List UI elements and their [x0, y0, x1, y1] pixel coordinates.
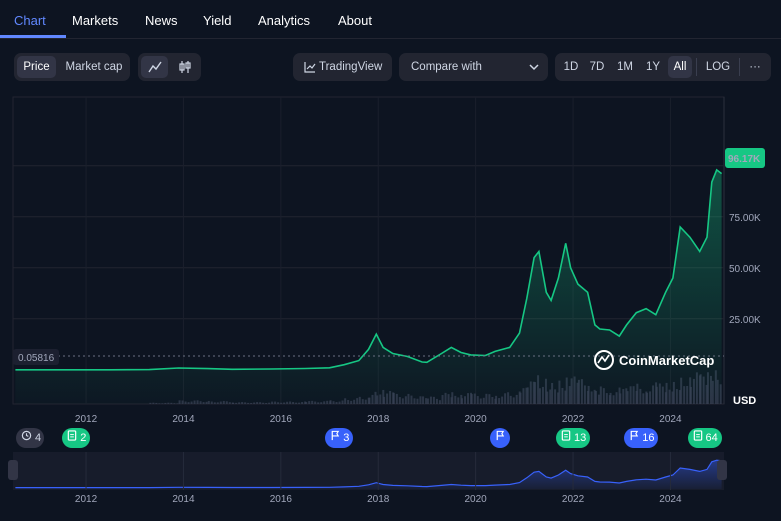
event-badge-count: 64: [705, 432, 718, 444]
candlestick-icon: [178, 61, 191, 73]
navigator-area: [15, 460, 722, 489]
tab-markets[interactable]: Markets: [72, 13, 119, 28]
y-tick-label: 25.00K: [729, 315, 761, 326]
navigator-x-tick-label: 2012: [75, 494, 98, 505]
x-tick-label: 2024: [659, 414, 682, 425]
more-divider: [739, 58, 740, 76]
x-tick-label: 2022: [562, 414, 585, 425]
coinmarketcap-watermark: CoinMarketCap: [594, 350, 714, 370]
candlestick-button[interactable]: [171, 56, 198, 78]
current-price-box: [725, 148, 765, 168]
tradingview-chart-icon: [304, 62, 316, 73]
range-1m-button[interactable]: 1M: [617, 61, 633, 73]
range-divider: [696, 58, 697, 76]
start-price-label: 0.05816: [18, 353, 55, 364]
line-chart-icon: [147, 61, 162, 73]
document-icon: [67, 428, 77, 448]
coinmarketcap-logo-icon: [594, 350, 614, 370]
x-tick-label: 2020: [465, 414, 488, 425]
price-line: [15, 168, 723, 371]
document-icon: [693, 428, 703, 448]
more-options-button[interactable]: ···: [749, 61, 761, 73]
price-area-fill: [15, 169, 722, 404]
compare-with-label: Compare with: [411, 61, 482, 73]
event-badge-count: 16: [642, 432, 655, 444]
history-icon: [21, 428, 32, 448]
event-badge-count: 4: [35, 432, 42, 444]
range-7d-button[interactable]: 7D: [589, 61, 605, 73]
event-badge[interactable]: 2: [62, 428, 91, 448]
tab-bar: Chart Markets News Yield Analytics About: [0, 0, 781, 39]
navigator-left-handle[interactable]: [8, 460, 18, 480]
line-chart-button[interactable]: [141, 56, 168, 78]
log-scale-button[interactable]: LOG: [705, 61, 731, 73]
navigator-x-tick-label: 2022: [562, 494, 585, 505]
flag-icon: [629, 428, 639, 448]
tradingview-button[interactable]: TradingView: [293, 53, 392, 81]
event-badge-count: 2: [80, 432, 87, 444]
document-icon: [561, 428, 571, 448]
tab-about[interactable]: About: [338, 13, 372, 28]
tradingview-label: TradingView: [319, 61, 383, 73]
event-badge[interactable]: 64: [687, 428, 722, 448]
watermark-text: CoinMarketCap: [619, 353, 714, 368]
metric-toggle: Price Market cap: [14, 53, 130, 81]
navigator-x-tick-label: 2016: [270, 494, 293, 505]
navigator-line: [15, 459, 722, 489]
current-price-label: 96.17K: [728, 154, 761, 165]
tab-chart[interactable]: Chart: [14, 13, 46, 28]
event-badge[interactable]: [489, 428, 510, 448]
event-badge[interactable]: 4: [16, 428, 44, 448]
x-tick-label: 2012: [75, 414, 98, 425]
x-axis-ticks: 2012 2014 2016 2018 2020 2022 2024: [75, 414, 682, 425]
navigator-x-tick-label: 2018: [367, 494, 390, 505]
range-1y-button[interactable]: 1Y: [645, 61, 661, 73]
navigator-x-tick-label: 2020: [465, 494, 488, 505]
range-all-button[interactable]: All: [668, 56, 692, 78]
event-badge[interactable]: 16: [624, 428, 659, 448]
market-cap-button[interactable]: Market cap: [65, 61, 123, 73]
event-badge-count: 13: [574, 432, 587, 444]
event-badge[interactable]: 3: [325, 428, 354, 448]
chart-style-toggle: [138, 53, 201, 81]
x-tick-label: 2018: [367, 414, 390, 425]
navigator-x-tick-label: 2014: [172, 494, 195, 505]
range-selector: 1D 7D 1M 1Y All LOG ···: [555, 53, 771, 81]
event-badge[interactable]: 13: [556, 428, 591, 448]
y-tick-label: 50.00K: [729, 264, 761, 275]
navigator-x-tick-label: 2024: [659, 494, 682, 505]
flag-icon: [495, 428, 505, 448]
tab-news[interactable]: News: [145, 13, 178, 28]
event-badge-count: 3: [343, 432, 350, 444]
navigator-x-ticks: 2012 2014 2016 2018 2020 2022 2024: [75, 494, 682, 505]
navigator-right-handle[interactable]: [717, 460, 727, 480]
price-button[interactable]: Price: [17, 56, 56, 78]
tab-yield[interactable]: Yield: [203, 13, 232, 28]
range-1d-button[interactable]: 1D: [563, 61, 579, 73]
start-price-box: [13, 349, 59, 365]
chevron-down-icon: [529, 64, 539, 71]
y-axis-ticks: 75.00K 50.00K 25.00K: [729, 213, 761, 326]
active-tab-indicator: [0, 35, 66, 38]
flag-icon: [330, 428, 340, 448]
x-tick-label: 2016: [270, 414, 293, 425]
navigator-grid: [85, 452, 671, 490]
x-tick-label: 2014: [172, 414, 195, 425]
volume-unit-label: USD: [733, 395, 756, 407]
y-tick-label: 75.00K: [729, 213, 761, 224]
compare-with-select[interactable]: Compare with: [399, 53, 548, 81]
tab-analytics[interactable]: Analytics: [258, 13, 311, 28]
